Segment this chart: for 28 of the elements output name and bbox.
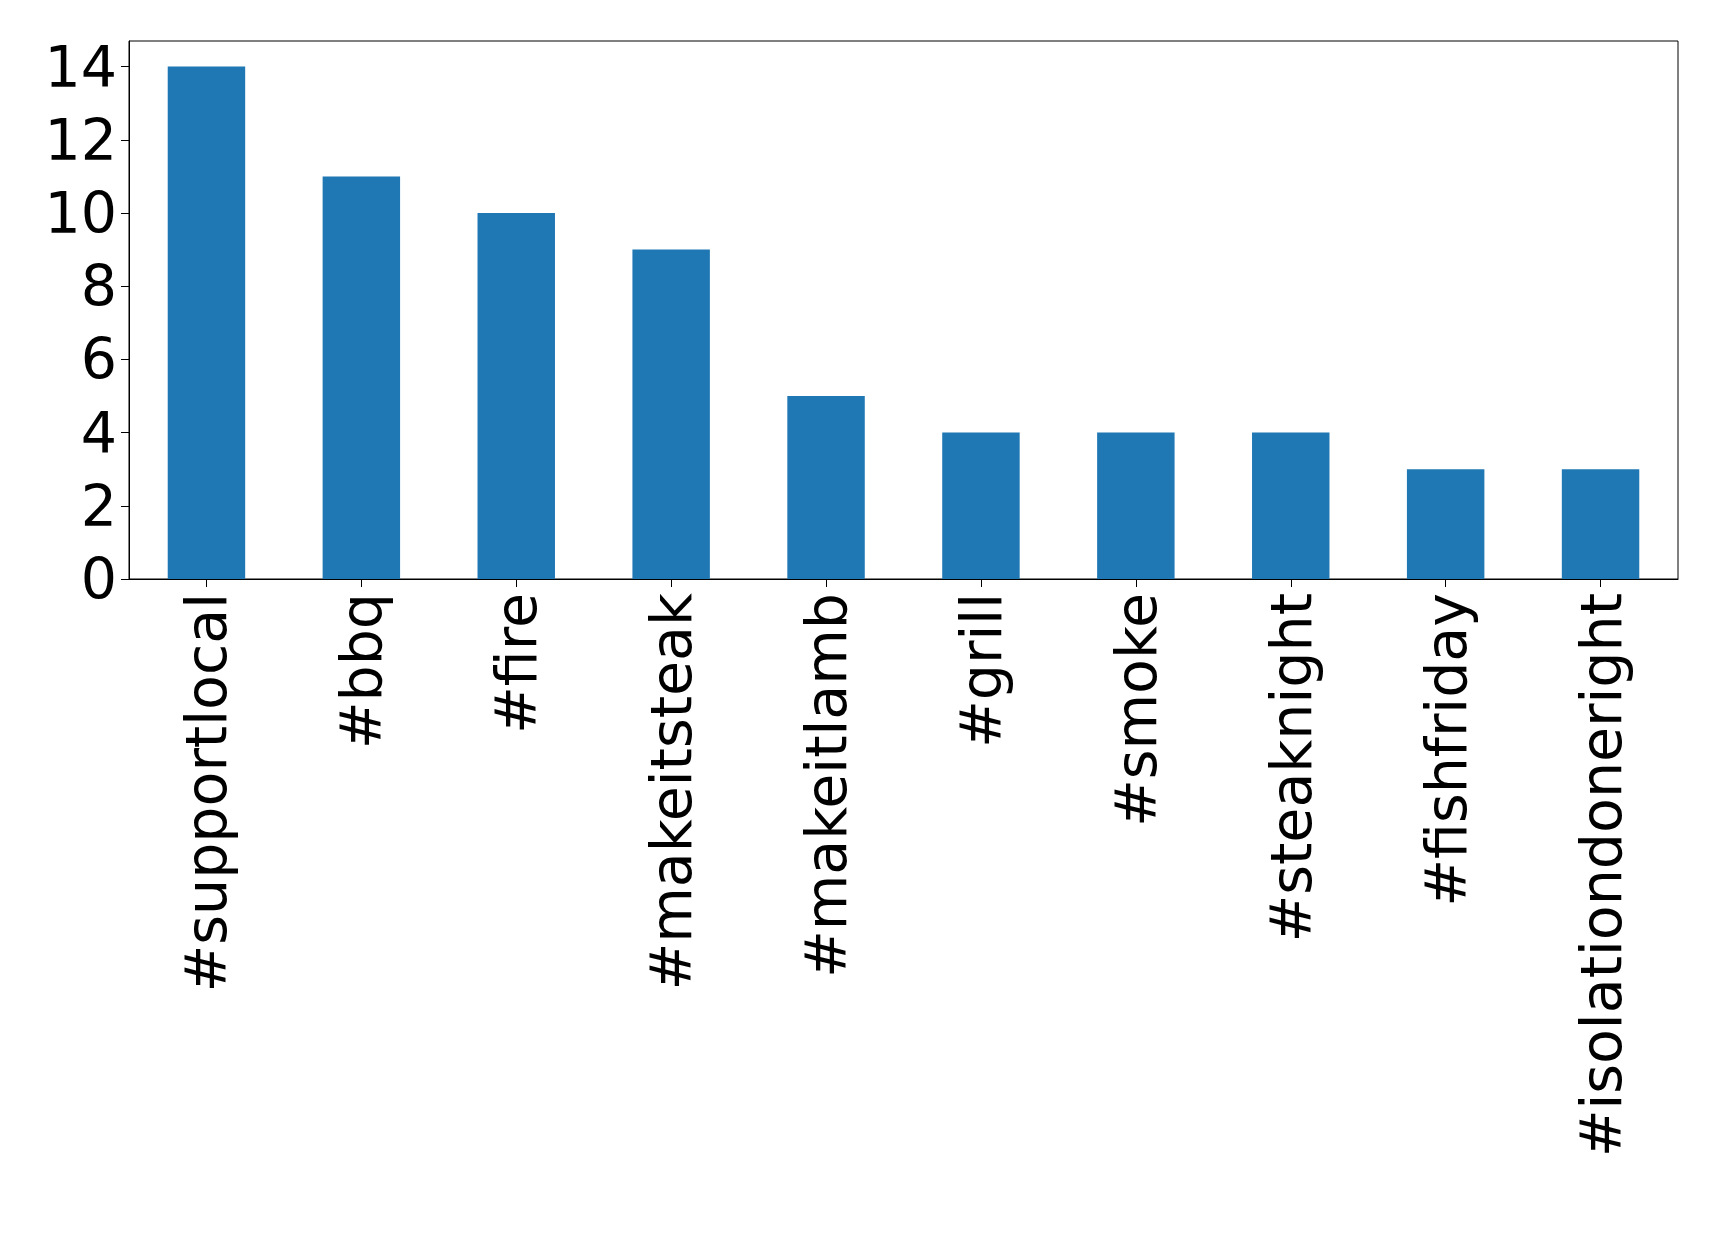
bar: [942, 432, 1020, 579]
y-tick-label: 0: [80, 546, 117, 612]
x-tick-label: #isolationdoneright: [1567, 593, 1634, 1158]
x-tick-label: #fire: [483, 593, 550, 734]
bar: [1097, 432, 1175, 579]
y-tick-label: 8: [80, 253, 117, 320]
bar: [167, 66, 246, 579]
x-tick-label: #fishfriday: [1412, 593, 1479, 907]
bar: [322, 176, 401, 579]
y-tick-label: 14: [44, 33, 117, 100]
y-tick-label: 2: [80, 472, 117, 539]
x-tick-label: #supportlocal: [173, 593, 240, 993]
x-tick-label: #makeitlamb: [793, 593, 860, 978]
bar: [1252, 432, 1330, 579]
y-tick-label: 10: [44, 180, 117, 247]
bar: [477, 213, 555, 579]
x-tick-label: #smoke: [1102, 593, 1169, 827]
x-tick-label: #bbq: [328, 593, 395, 750]
x-tick-label: #grill: [947, 593, 1014, 748]
bar: [787, 396, 865, 579]
bar: [1406, 469, 1485, 579]
bar: [1561, 469, 1640, 579]
y-tick-label: 12: [44, 106, 117, 173]
y-tick-label: 4: [80, 399, 117, 466]
x-tick-label: #makeitsteak: [638, 593, 705, 991]
x-tick-label: #steaknight: [1257, 593, 1324, 943]
y-tick-label: 6: [80, 326, 117, 393]
bar: [632, 249, 710, 579]
